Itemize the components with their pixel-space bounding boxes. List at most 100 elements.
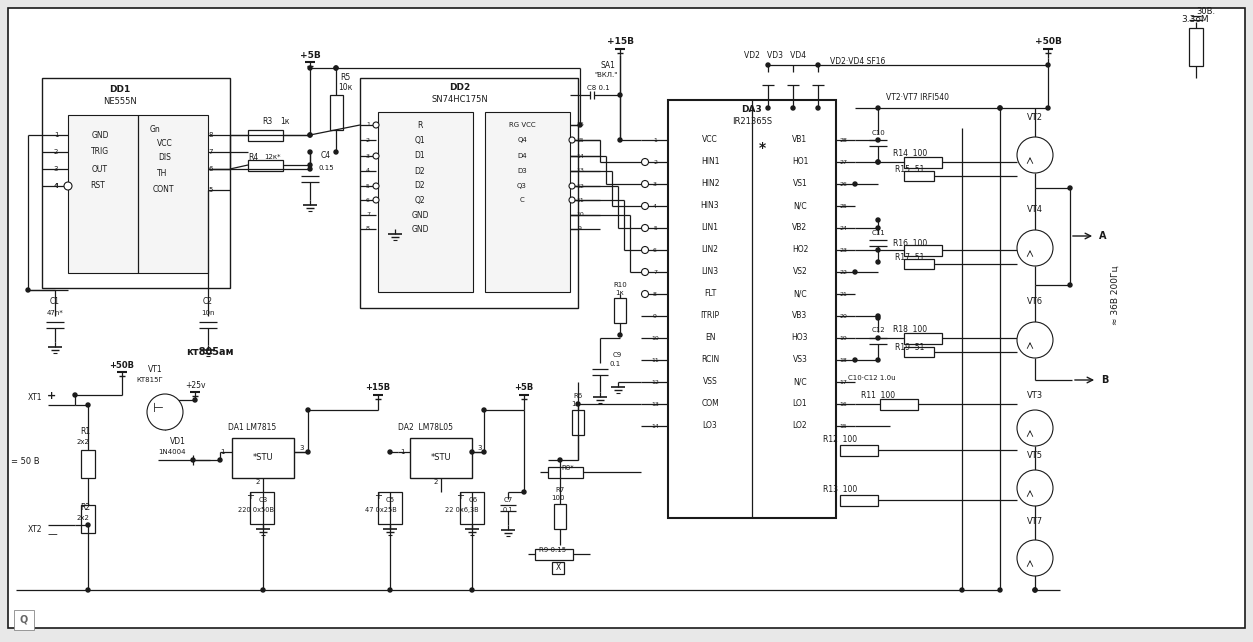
Bar <box>81 450 95 478</box>
Text: LIN3: LIN3 <box>702 268 718 277</box>
Text: 0.15: 0.15 <box>318 165 333 171</box>
Text: +: + <box>48 391 56 401</box>
Text: 16: 16 <box>840 401 847 406</box>
Text: R5: R5 <box>340 73 350 83</box>
Bar <box>903 347 933 357</box>
Bar <box>14 610 34 630</box>
Text: DA3: DA3 <box>742 105 762 114</box>
Text: 25: 25 <box>840 204 847 209</box>
Text: HIN1: HIN1 <box>700 157 719 166</box>
Text: Q: Q <box>20 615 28 625</box>
Text: DA2  LM78L05: DA2 LM78L05 <box>397 424 452 433</box>
Circle shape <box>960 588 964 592</box>
Text: DIS: DIS <box>159 153 172 162</box>
Text: 24: 24 <box>840 225 847 230</box>
Circle shape <box>853 358 857 362</box>
Text: R: R <box>417 121 422 130</box>
Text: 3: 3 <box>477 445 482 451</box>
Text: 4: 4 <box>653 204 657 209</box>
Text: Q3: Q3 <box>517 183 528 189</box>
Circle shape <box>816 63 819 67</box>
Text: 19: 19 <box>840 336 847 340</box>
Text: 8: 8 <box>366 227 370 232</box>
Text: +50В: +50В <box>1035 37 1061 46</box>
Circle shape <box>64 182 71 190</box>
Circle shape <box>642 247 649 254</box>
Text: HO1: HO1 <box>792 157 808 166</box>
Text: VT2·VT7 IRFI540: VT2·VT7 IRFI540 <box>887 94 950 103</box>
Text: R15  51: R15 51 <box>896 166 925 175</box>
Text: *STU: *STU <box>431 453 451 462</box>
Text: N/C: N/C <box>793 290 807 299</box>
Text: A: A <box>1099 231 1106 241</box>
Text: HO2: HO2 <box>792 245 808 254</box>
Text: VD1: VD1 <box>170 437 185 446</box>
Circle shape <box>876 248 880 252</box>
Text: 14: 14 <box>652 424 659 428</box>
Text: 13: 13 <box>652 401 659 406</box>
Text: = 50 В: = 50 В <box>11 458 39 467</box>
Text: HO3: HO3 <box>792 333 808 342</box>
Polygon shape <box>762 72 774 85</box>
Bar <box>248 130 283 141</box>
Text: Q2: Q2 <box>415 196 425 205</box>
Circle shape <box>876 226 880 230</box>
Circle shape <box>308 66 312 70</box>
Circle shape <box>373 197 378 203</box>
Circle shape <box>470 588 474 592</box>
Text: DA1 LM7815: DA1 LM7815 <box>228 424 276 433</box>
Circle shape <box>373 153 378 159</box>
Circle shape <box>388 588 392 592</box>
Text: R16  100: R16 100 <box>893 239 927 248</box>
Text: VD2   VD3   VD4: VD2 VD3 VD4 <box>744 51 806 60</box>
Text: 6: 6 <box>366 198 370 202</box>
Bar <box>554 504 566 529</box>
Text: R12  100: R12 100 <box>823 435 857 444</box>
Text: 13: 13 <box>576 168 584 173</box>
Bar <box>360 78 578 308</box>
Text: 12: 12 <box>576 184 584 189</box>
Circle shape <box>1046 106 1050 110</box>
Circle shape <box>335 150 338 154</box>
Text: +: + <box>456 491 464 501</box>
Text: 5: 5 <box>653 225 657 230</box>
Text: COM: COM <box>702 399 719 408</box>
Text: C9: C9 <box>613 352 621 358</box>
Circle shape <box>766 63 771 67</box>
Text: +50В: +50В <box>109 361 134 370</box>
Text: R9 0.15: R9 0.15 <box>540 547 566 553</box>
Circle shape <box>853 182 857 186</box>
Circle shape <box>218 458 222 462</box>
Bar <box>573 410 584 435</box>
Text: 22 0х6,3В: 22 0х6,3В <box>445 507 479 513</box>
Text: 47 0х25В: 47 0х25В <box>365 507 397 513</box>
Text: 1к: 1к <box>615 290 624 296</box>
Text: R14  100: R14 100 <box>893 148 927 157</box>
Text: 27: 27 <box>840 159 847 164</box>
Circle shape <box>306 450 309 454</box>
Text: VT7: VT7 <box>1027 517 1042 526</box>
Text: 16: 16 <box>576 123 584 128</box>
Bar <box>81 505 95 533</box>
Text: ⊢: ⊢ <box>153 401 163 415</box>
Circle shape <box>1017 230 1053 266</box>
Text: C7: C7 <box>504 497 512 503</box>
Text: RG VCC: RG VCC <box>509 122 535 128</box>
Text: N/C: N/C <box>793 202 807 211</box>
Text: 3.3оМ: 3.3оМ <box>1182 15 1209 24</box>
Text: 1к: 1к <box>571 401 580 407</box>
Text: VS1: VS1 <box>793 180 807 189</box>
Circle shape <box>876 358 880 362</box>
Circle shape <box>853 270 857 274</box>
Text: 10: 10 <box>576 213 584 218</box>
Text: B: B <box>1101 375 1109 385</box>
Text: 2: 2 <box>256 479 261 485</box>
Text: 18: 18 <box>840 358 847 363</box>
Text: 10n: 10n <box>202 310 214 316</box>
Text: 1: 1 <box>653 137 657 143</box>
Circle shape <box>1017 470 1053 506</box>
Circle shape <box>1032 588 1037 592</box>
Circle shape <box>261 588 264 592</box>
Text: +5В: +5В <box>299 51 321 60</box>
Text: 2х2: 2х2 <box>76 439 89 445</box>
